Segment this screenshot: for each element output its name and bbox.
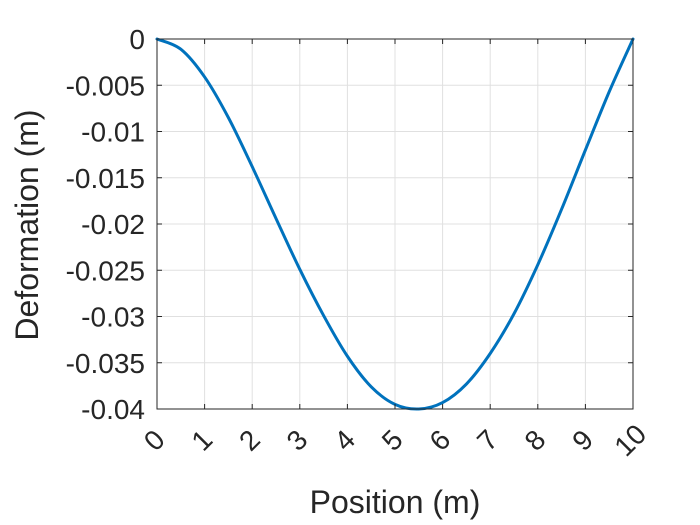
x-tick-label: 1 [185, 424, 218, 457]
y-tick-labels: 0 -0.005 -0.01 -0.015 -0.02 -0.025 -0.03 -0.035… [66, 24, 145, 425]
x-tick-label: 7 [471, 424, 504, 457]
grid [156, 38, 634, 410]
y-tick-label: 0 [129, 24, 145, 55]
y-axis-label: Deformation (m) [9, 109, 45, 340]
y-tick-label: -0.01 [81, 117, 145, 148]
tick-marks [156, 38, 634, 410]
x-axis-label: Position (m) [310, 484, 481, 520]
y-tick-label: -0.025 [66, 255, 145, 286]
x-tick-label: 8 [519, 424, 552, 457]
x-tick-label: 4 [328, 424, 361, 457]
x-tick-labels: 0 1 2 3 4 5 6 7 8 9 10 [138, 418, 652, 462]
x-tick-label: 5 [376, 424, 409, 457]
y-tick-label: -0.005 [66, 70, 145, 101]
x-tick-label: 2 [233, 424, 266, 457]
x-tick-label: 0 [138, 424, 171, 457]
y-tick-label: -0.02 [81, 209, 145, 240]
y-tick-label: -0.04 [81, 394, 145, 425]
y-tick-label: -0.015 [66, 163, 145, 194]
y-tick-label: -0.035 [66, 348, 145, 379]
x-tick-label: 10 [608, 418, 652, 462]
x-tick-label: 6 [423, 424, 456, 457]
y-tick-label: -0.03 [81, 302, 145, 333]
x-tick-label: 9 [566, 424, 599, 457]
x-tick-label: 3 [281, 424, 314, 457]
